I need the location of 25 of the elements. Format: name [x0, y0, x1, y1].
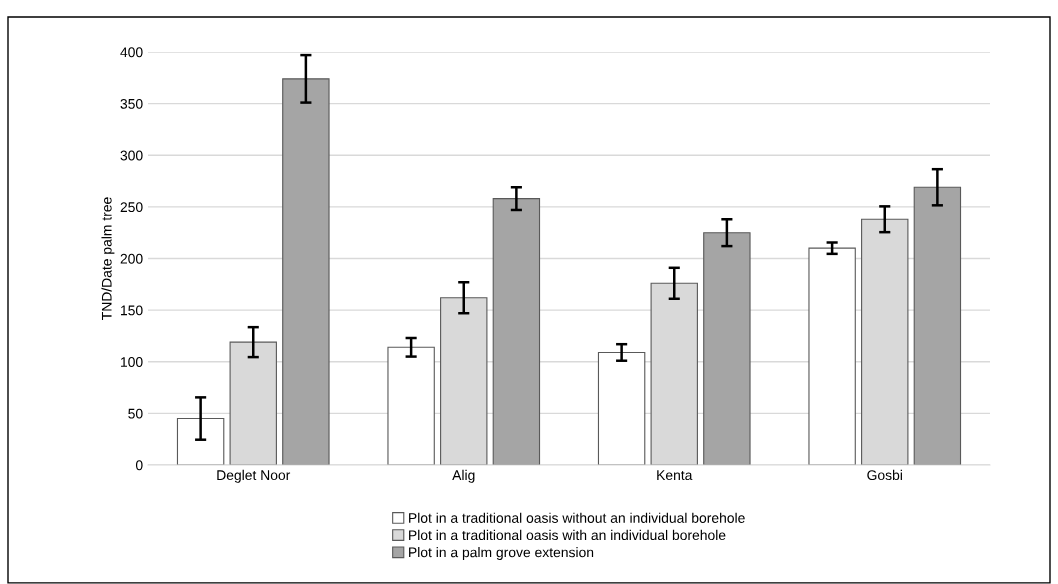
x-tick-label: Gosbi — [867, 469, 902, 481]
bar — [282, 78, 330, 465]
x-tick-label: Deglet Noor — [217, 469, 291, 483]
y-tick-label: 0 — [135, 460, 143, 471]
x-tick-label: Alig — [452, 469, 475, 483]
y-tick-label: 300 — [120, 150, 143, 161]
bar — [492, 198, 541, 465]
y-tick-label: 150 — [121, 305, 143, 316]
legend-label: Plot in a palm grove extension — [409, 547, 594, 560]
bar — [597, 351, 646, 465]
y-tick-label: 50 — [128, 408, 143, 419]
y-tick-label: 400 — [120, 47, 143, 58]
legend-label: Plot in a traditional oasis with an individual borehole — [409, 529, 726, 541]
bar — [176, 417, 225, 465]
y-axis-title: TND/Date palm tree — [101, 197, 115, 320]
y-tick-label: 100 — [121, 357, 143, 367]
y-tick-label: 200 — [120, 253, 143, 264]
legend-label: Plot in a traditional oasis without an individual borehole — [409, 512, 745, 523]
bar — [703, 232, 751, 465]
x-tick-label: Kenta — [657, 470, 693, 481]
bar — [808, 247, 856, 465]
bar — [913, 186, 962, 465]
bar — [387, 346, 435, 465]
y-tick-label: 350 — [120, 98, 143, 109]
y-tick-label: 250 — [120, 202, 143, 213]
